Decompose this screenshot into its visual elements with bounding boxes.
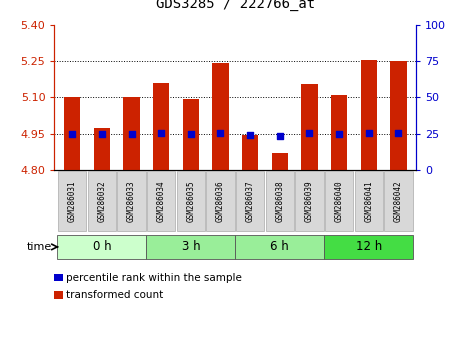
FancyBboxPatch shape xyxy=(146,235,236,259)
Text: 0 h: 0 h xyxy=(93,240,111,253)
FancyBboxPatch shape xyxy=(236,235,324,259)
Point xyxy=(276,133,284,138)
Text: GSM286036: GSM286036 xyxy=(216,180,225,222)
Text: 12 h: 12 h xyxy=(356,240,382,253)
Bar xyxy=(183,99,199,170)
FancyBboxPatch shape xyxy=(88,171,116,231)
Bar xyxy=(64,97,80,170)
Bar xyxy=(390,61,407,170)
Text: 6 h: 6 h xyxy=(271,240,289,253)
Bar xyxy=(212,63,228,170)
FancyBboxPatch shape xyxy=(206,171,235,231)
Point xyxy=(246,132,254,138)
Bar xyxy=(360,60,377,170)
Bar xyxy=(272,153,288,170)
Bar xyxy=(153,83,169,170)
Text: percentile rank within the sample: percentile rank within the sample xyxy=(66,273,242,282)
Bar xyxy=(331,96,347,170)
Text: time: time xyxy=(27,242,52,252)
Text: GSM286041: GSM286041 xyxy=(364,180,373,222)
Text: GSM286034: GSM286034 xyxy=(157,180,166,222)
FancyBboxPatch shape xyxy=(176,171,205,231)
Text: GSM286031: GSM286031 xyxy=(68,180,77,222)
Text: transformed count: transformed count xyxy=(66,290,164,300)
Text: GSM286039: GSM286039 xyxy=(305,180,314,222)
Text: GSM286032: GSM286032 xyxy=(97,180,106,222)
Point xyxy=(335,131,343,136)
Point xyxy=(128,131,135,136)
Point xyxy=(158,130,165,136)
Point xyxy=(306,130,313,136)
FancyBboxPatch shape xyxy=(57,235,146,259)
Point xyxy=(98,131,105,136)
FancyBboxPatch shape xyxy=(384,171,412,231)
Bar xyxy=(94,127,110,170)
FancyBboxPatch shape xyxy=(325,171,353,231)
Text: GSM286038: GSM286038 xyxy=(275,180,284,222)
FancyBboxPatch shape xyxy=(324,235,413,259)
FancyBboxPatch shape xyxy=(117,171,146,231)
Text: GSM286033: GSM286033 xyxy=(127,180,136,222)
Point xyxy=(394,130,402,136)
Point xyxy=(217,130,224,136)
FancyBboxPatch shape xyxy=(355,171,383,231)
FancyBboxPatch shape xyxy=(265,171,294,231)
FancyBboxPatch shape xyxy=(58,171,87,231)
Text: GSM286035: GSM286035 xyxy=(186,180,195,222)
FancyBboxPatch shape xyxy=(295,171,324,231)
Point xyxy=(187,131,194,136)
Point xyxy=(365,130,373,136)
Bar xyxy=(123,97,140,170)
Point xyxy=(69,131,76,136)
Text: GDS3285 / 222766_at: GDS3285 / 222766_at xyxy=(156,0,315,11)
Text: GSM286037: GSM286037 xyxy=(245,180,254,222)
Text: GSM286040: GSM286040 xyxy=(334,180,343,222)
FancyBboxPatch shape xyxy=(236,171,264,231)
FancyBboxPatch shape xyxy=(147,171,175,231)
Bar xyxy=(242,135,258,170)
Bar xyxy=(301,84,318,170)
Text: GSM286042: GSM286042 xyxy=(394,180,403,222)
Text: 3 h: 3 h xyxy=(182,240,200,253)
